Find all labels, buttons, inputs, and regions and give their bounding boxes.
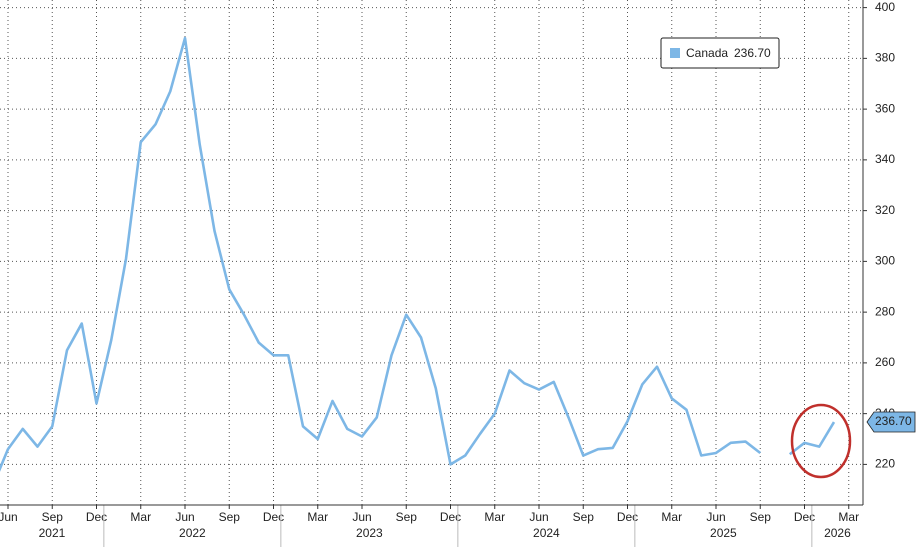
x-tick-label: Mar bbox=[307, 510, 328, 524]
y-tick-label: 220 bbox=[875, 457, 895, 471]
legend-swatch bbox=[670, 48, 680, 58]
x-tick-label: Mar bbox=[130, 510, 151, 524]
x-tick-label: Mar bbox=[661, 510, 682, 524]
x-tick-label: Jun bbox=[352, 510, 371, 524]
year-label: 2021 bbox=[39, 526, 66, 540]
highlight-circle bbox=[790, 403, 852, 479]
y-tick-label: 380 bbox=[875, 51, 895, 65]
x-tick-label: Jun bbox=[0, 510, 18, 524]
overlay: 236.70 bbox=[866, 411, 916, 433]
x-tick-label: Sep bbox=[42, 510, 64, 524]
x-tick-label: Dec bbox=[86, 510, 107, 524]
y-tick-label: 320 bbox=[875, 203, 895, 217]
y-tick-label: 300 bbox=[875, 254, 895, 268]
y-tick-label: 260 bbox=[875, 355, 895, 369]
x-tick-label: Sep bbox=[573, 510, 595, 524]
year-label: 2023 bbox=[356, 526, 383, 540]
year-label: 2025 bbox=[710, 526, 737, 540]
year-label: 2026 bbox=[824, 526, 851, 540]
x-tick-label: Mar bbox=[838, 510, 859, 524]
x-tick-label: Dec bbox=[617, 510, 638, 524]
x-tick-label: Mar bbox=[484, 510, 505, 524]
x-tick-label: Jun bbox=[175, 510, 194, 524]
last-value-tag bbox=[866, 411, 916, 433]
x-tick-label: Dec bbox=[263, 510, 284, 524]
legend: Canada 236.70 bbox=[660, 37, 780, 69]
legend-label: Canada bbox=[686, 46, 728, 60]
x-tick-label: Sep bbox=[396, 510, 418, 524]
x-tick-label: Sep bbox=[750, 510, 772, 524]
data-line bbox=[788, 421, 836, 456]
y-tick-label: 280 bbox=[875, 304, 895, 318]
y-tick-label: 360 bbox=[875, 101, 895, 115]
year-label: 2022 bbox=[179, 526, 206, 540]
x-tick-label: Dec bbox=[794, 510, 815, 524]
x-tick-label: Jun bbox=[706, 510, 725, 524]
x-tick-label: Dec bbox=[440, 510, 461, 524]
last-value-label: 236.70 bbox=[875, 414, 912, 428]
y-tick-label: 340 bbox=[875, 152, 895, 166]
x-tick-label: Sep bbox=[219, 510, 241, 524]
legend-value: 236.70 bbox=[734, 46, 771, 60]
legend-box bbox=[660, 37, 780, 69]
year-label: 2024 bbox=[533, 526, 560, 540]
y-tick-label: 400 bbox=[875, 0, 895, 14]
grid: 220240260280300320340360380400JunSepDecM… bbox=[0, 0, 895, 547]
x-tick-label: Jun bbox=[529, 510, 548, 524]
plot-area bbox=[0, 36, 836, 472]
data-line bbox=[0, 36, 762, 472]
